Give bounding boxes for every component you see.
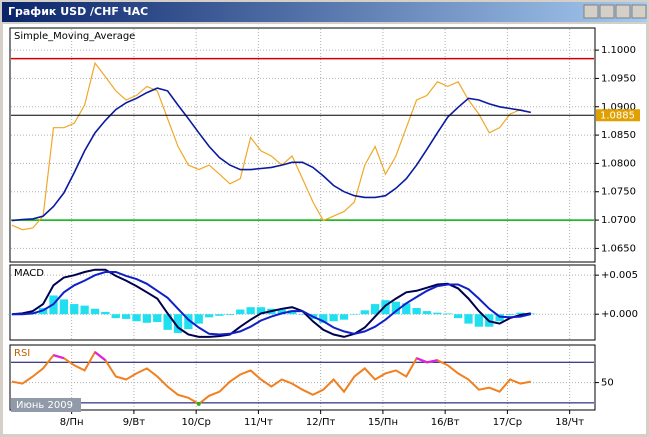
histogram-bar	[339, 314, 349, 320]
y-tick-label: 1.0650	[601, 243, 636, 254]
period-box	[11, 398, 81, 412]
current-price-box	[596, 109, 640, 122]
y-tick-label: 1.0900	[601, 102, 636, 113]
histogram-bar	[277, 309, 286, 315]
histogram-bar	[433, 312, 442, 315]
x-tick-label: 9/Вт	[123, 417, 146, 428]
histogram-bar	[194, 314, 203, 324]
maximize-button[interactable]	[615, 4, 631, 19]
histogram-bar	[453, 314, 463, 319]
histogram-bar	[246, 307, 255, 315]
histogram-bar	[111, 314, 120, 319]
histogram-bar	[80, 305, 89, 315]
x-tick-label: 8/Пн	[60, 417, 84, 428]
histogram-bar	[236, 309, 245, 315]
histogram-bar	[412, 307, 421, 315]
x-tick-label: 18/Чт	[555, 417, 584, 428]
histogram-bar	[298, 314, 307, 315]
histogram-bar	[329, 314, 338, 322]
histogram-bar	[101, 311, 110, 315]
restore-button[interactable]	[599, 4, 615, 19]
y-tick-label: 50	[601, 378, 614, 389]
histogram-bar	[443, 313, 452, 315]
period-label: Июнь 2009	[16, 400, 73, 411]
y-tick-label: +0.000	[601, 309, 638, 320]
series-line	[12, 271, 532, 336]
histogram-bar	[142, 314, 152, 323]
rsi-extreme	[94, 351, 107, 362]
y-tick-label: 1.0800	[601, 158, 636, 169]
x-tick-label: 17/Ср	[493, 417, 522, 428]
histogram-bar	[90, 308, 100, 315]
rsi-extreme	[416, 357, 438, 364]
y-tick-label: +0.005	[601, 270, 638, 281]
histogram-bar	[256, 307, 266, 315]
panel	[9, 27, 596, 263]
histogram-bar	[360, 310, 369, 315]
indicator-label: MACD	[14, 268, 44, 279]
histogram-bar	[225, 314, 235, 315]
y-tick-label: 1.0700	[601, 215, 636, 226]
histogram-bar	[516, 312, 525, 315]
histogram-bar	[70, 304, 79, 315]
indicator-label: Simple_Moving_Average	[14, 31, 135, 42]
y-tick-label: 1.1000	[601, 45, 636, 56]
rsi-extreme	[53, 354, 65, 360]
panel	[9, 344, 596, 411]
histogram-bar	[505, 314, 515, 315]
current-price-label: 1.0885	[600, 110, 635, 121]
minimize-button[interactable]	[583, 4, 599, 19]
histogram-bar	[121, 314, 131, 319]
histogram-bar	[495, 314, 504, 322]
x-tick-label: 10/Ср	[181, 417, 210, 428]
x-tick-label: 15/Пн	[368, 417, 398, 428]
histogram-bar	[215, 314, 224, 316]
window-title: График USD /CHF ЧАС	[8, 5, 148, 18]
histogram-bar	[474, 314, 484, 327]
title-bar	[2, 2, 647, 22]
histogram-bar	[422, 311, 432, 315]
histogram-bar	[464, 314, 473, 324]
histogram-bar	[370, 304, 380, 315]
panel	[9, 264, 596, 341]
histogram-bar	[402, 303, 411, 315]
histogram-bar	[59, 299, 69, 315]
histogram-bar	[132, 314, 141, 322]
y-tick-label: 1.0950	[601, 73, 636, 84]
histogram-bar	[184, 314, 193, 330]
histogram-bar	[173, 314, 183, 333]
histogram-bar	[381, 300, 390, 315]
x-tick-label: 16/Вт	[431, 417, 460, 428]
series-line	[11, 87, 531, 222]
series-line	[11, 61, 531, 231]
histogram-bar	[153, 314, 162, 323]
histogram-bar	[287, 310, 297, 315]
histogram-bar	[391, 301, 401, 315]
histogram-bar	[204, 314, 214, 318]
x-tick-label: 12/Пт	[306, 417, 336, 428]
y-tick-label: 1.0750	[601, 187, 636, 198]
window-buttons	[583, 4, 647, 19]
histogram-bar	[163, 314, 172, 330]
histogram-bar	[319, 314, 328, 323]
histogram-bar	[350, 314, 359, 315]
x-tick-label: 11/Чт	[244, 417, 273, 428]
rsi-extreme	[196, 401, 201, 406]
close-button[interactable]	[631, 4, 647, 19]
y-tick-label: 1.0850	[601, 130, 636, 141]
indicator-label: RSI	[14, 348, 30, 359]
